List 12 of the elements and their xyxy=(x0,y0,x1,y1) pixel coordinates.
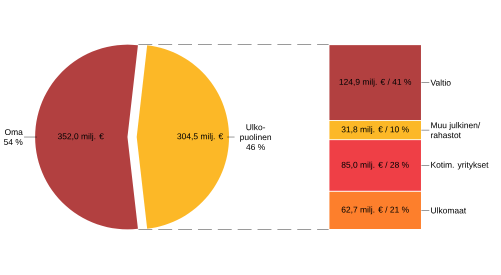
data-label: 62,7 milj. € / 21 % xyxy=(342,206,409,214)
series-label: Muu julkinen/ rahastot xyxy=(431,122,480,138)
slice-label: Ulko-puolinen 46 % xyxy=(240,124,272,150)
series-label: Kotim. yritykset xyxy=(431,162,488,170)
series-label: Ulkomaat xyxy=(431,207,466,214)
data-label: 31,8 milj. € / 10 % xyxy=(342,126,409,134)
data-label: 352,0 milj. € xyxy=(58,133,104,141)
slice-label: Oma 54 % xyxy=(4,129,23,145)
data-label: 304,5 milj. € xyxy=(177,133,224,141)
series-label: Valtio xyxy=(430,79,451,86)
data-label: 85,0 milj. € / 28 % xyxy=(342,162,409,170)
data-label: 124,9 milj. € / 41 % xyxy=(340,78,412,86)
